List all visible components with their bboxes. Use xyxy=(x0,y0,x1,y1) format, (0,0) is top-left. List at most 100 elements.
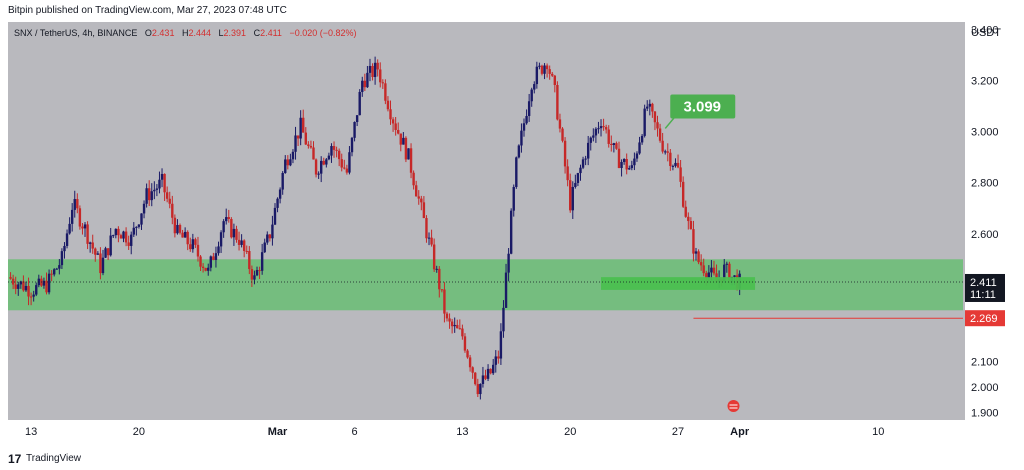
candle-body xyxy=(9,277,12,279)
candle-body xyxy=(124,231,128,243)
candle-body xyxy=(235,228,238,240)
axis-currency-label: USDT xyxy=(971,27,1001,39)
candle-body xyxy=(728,263,731,283)
candle-body xyxy=(147,188,151,201)
candle-body xyxy=(181,232,184,238)
candle-body xyxy=(104,248,107,258)
candle-body xyxy=(450,321,454,327)
open-label: O xyxy=(144,28,152,38)
candle-body xyxy=(507,253,510,273)
candle-body xyxy=(319,160,323,174)
candle-body xyxy=(689,221,693,230)
candle-body xyxy=(438,268,441,290)
candle-body xyxy=(458,328,462,330)
candle-body xyxy=(574,182,577,187)
stop-price-tag xyxy=(965,310,1005,327)
candle-body xyxy=(55,268,58,270)
candle-body xyxy=(494,356,497,365)
candle-body xyxy=(350,137,354,153)
candle-body xyxy=(461,328,464,337)
price-axis[interactable] xyxy=(965,22,1016,442)
candle-body xyxy=(602,126,605,128)
candle-body xyxy=(191,239,195,250)
time-tick-label: 13 xyxy=(456,426,468,438)
time-axis[interactable] xyxy=(8,420,965,442)
candle-body xyxy=(556,84,559,120)
candle-body xyxy=(553,75,557,85)
candle-body xyxy=(258,270,261,272)
candle-body xyxy=(522,123,526,131)
candle-body xyxy=(130,234,133,246)
candle-body xyxy=(371,65,374,78)
candle-body xyxy=(733,275,736,277)
candle-body xyxy=(294,135,297,152)
candle-body xyxy=(492,364,495,374)
candle-body xyxy=(525,115,528,124)
candle-body xyxy=(24,285,28,291)
candle-body xyxy=(273,207,277,225)
chart-area[interactable]: 3.099USDT3.4003.2003.0002.8002.6002.4002… xyxy=(8,22,1016,442)
candle-body xyxy=(589,137,592,143)
candle-body xyxy=(479,383,482,395)
close-value: 2.411 xyxy=(260,28,282,38)
candle-body xyxy=(563,140,567,167)
candle-body xyxy=(296,135,300,139)
candle-body xyxy=(17,284,20,289)
candle-body xyxy=(361,80,364,92)
candle-body xyxy=(545,65,549,70)
candle-body xyxy=(622,159,626,163)
candle-body xyxy=(397,129,400,134)
candle-body xyxy=(42,280,46,286)
candle-body xyxy=(253,275,256,280)
price-tick-label: 3.200 xyxy=(971,76,999,88)
price-tick-label: 2.800 xyxy=(971,178,999,190)
chart-canvas[interactable]: 3.099USDT3.4003.2003.0002.8002.6002.4002… xyxy=(8,22,1016,442)
candle-body xyxy=(712,267,716,274)
price-tick-label: 1.900 xyxy=(971,407,999,419)
entry-zone xyxy=(601,277,756,290)
candle-body xyxy=(65,233,69,246)
candle-body xyxy=(599,126,603,129)
candle-body xyxy=(527,101,531,116)
candle-body xyxy=(679,167,682,182)
price-tick-label: 2.100 xyxy=(971,356,999,368)
candle-body xyxy=(656,122,659,129)
candle-body xyxy=(165,192,169,199)
time-tick-label: 27 xyxy=(672,426,684,438)
candle-body xyxy=(651,103,654,112)
time-tick-label: Mar xyxy=(268,426,288,438)
candle-body xyxy=(635,153,639,159)
candle-body xyxy=(199,256,202,267)
candle-body xyxy=(551,73,554,76)
candle-body xyxy=(576,173,580,183)
candle-body xyxy=(674,162,677,166)
candle-body xyxy=(669,152,672,167)
candle-body xyxy=(140,213,143,225)
candle-body xyxy=(384,83,387,101)
candle-body xyxy=(456,324,459,329)
candle-body xyxy=(127,242,130,246)
candle-body xyxy=(499,331,503,359)
candle-body xyxy=(70,209,74,224)
low-value: 2.391 xyxy=(223,28,247,38)
candle-body xyxy=(281,172,284,190)
candle-body xyxy=(389,109,392,120)
candle-body xyxy=(237,239,241,245)
candle-body xyxy=(561,128,564,141)
symbol-label[interactable]: SNX / TetherUS, 4h, BINANCE xyxy=(14,28,138,38)
candle-body xyxy=(348,152,351,173)
candle-body xyxy=(145,188,148,204)
candle-body xyxy=(466,350,469,358)
candle-body xyxy=(468,357,472,368)
candle-body xyxy=(684,206,687,217)
candle-body xyxy=(183,231,187,238)
candle-body xyxy=(168,198,171,204)
candle-body xyxy=(432,244,436,270)
event-flag-icon[interactable] xyxy=(727,400,740,412)
candle-body xyxy=(163,173,166,193)
candle-body xyxy=(435,268,438,270)
candle-body xyxy=(391,119,395,124)
candle-body xyxy=(117,228,120,236)
candle-body xyxy=(420,198,423,203)
candle-body xyxy=(73,199,76,210)
